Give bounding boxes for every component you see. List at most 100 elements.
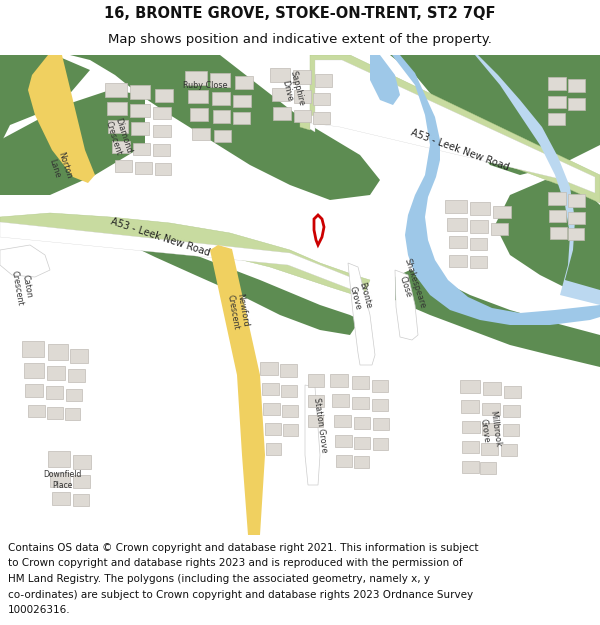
Text: Bronte
Grove: Bronte Grove — [347, 281, 373, 312]
Bar — [330, 374, 348, 387]
Bar — [568, 228, 584, 240]
Bar — [460, 380, 480, 393]
Bar — [280, 364, 297, 377]
Bar — [568, 98, 585, 110]
Bar — [130, 104, 150, 117]
Bar — [313, 93, 330, 105]
Bar — [70, 349, 88, 363]
Bar — [548, 96, 566, 108]
Bar — [188, 90, 208, 103]
Polygon shape — [395, 270, 600, 367]
Bar — [503, 405, 520, 417]
Bar — [133, 143, 150, 155]
Bar — [73, 494, 89, 506]
Polygon shape — [300, 55, 600, 203]
Bar — [491, 223, 508, 235]
Polygon shape — [210, 245, 265, 535]
Bar — [155, 163, 171, 175]
Bar — [73, 475, 90, 488]
Bar — [503, 424, 519, 436]
Bar — [48, 451, 70, 467]
Text: to Crown copyright and database rights 2023 and is reproduced with the permissio: to Crown copyright and database rights 2… — [8, 559, 463, 569]
Bar — [107, 102, 127, 115]
Polygon shape — [395, 270, 418, 340]
Bar — [281, 385, 297, 397]
Bar — [65, 408, 80, 420]
Bar — [68, 369, 85, 382]
Text: A53 - Leek New Road: A53 - Leek New Road — [109, 216, 211, 258]
Bar — [481, 443, 498, 455]
Bar — [470, 238, 487, 250]
Bar — [352, 376, 369, 389]
Bar — [190, 108, 208, 121]
Bar — [66, 389, 82, 401]
Bar — [470, 256, 487, 268]
Bar — [265, 423, 281, 435]
Bar — [336, 455, 352, 467]
Bar — [461, 400, 479, 413]
Bar — [294, 90, 311, 103]
Bar — [334, 415, 351, 427]
Bar — [568, 194, 585, 207]
Text: co-ordinates) are subject to Crown copyright and database rights 2023 Ordnance S: co-ordinates) are subject to Crown copyr… — [8, 589, 473, 599]
Bar — [293, 70, 311, 84]
Bar — [266, 443, 281, 455]
Bar — [568, 212, 585, 224]
Bar — [462, 421, 480, 433]
Bar — [153, 144, 170, 156]
Text: 16, BRONTE GROVE, STOKE-ON-TRENT, ST2 7QF: 16, BRONTE GROVE, STOKE-ON-TRENT, ST2 7Q… — [104, 6, 496, 21]
Polygon shape — [0, 222, 365, 292]
Bar — [283, 424, 298, 436]
Bar — [212, 92, 230, 105]
Bar — [153, 125, 171, 137]
Bar — [22, 341, 44, 357]
Polygon shape — [0, 245, 50, 277]
Bar — [308, 415, 323, 427]
Bar — [313, 112, 330, 124]
Bar — [549, 210, 566, 222]
Bar — [449, 255, 467, 267]
Bar — [47, 407, 63, 419]
Text: Norton
Lane: Norton Lane — [47, 151, 73, 183]
Bar — [260, 362, 278, 375]
Polygon shape — [310, 60, 595, 193]
Bar — [373, 418, 389, 430]
Bar — [354, 456, 369, 468]
Text: Newford
Crescent: Newford Crescent — [226, 292, 251, 330]
Bar — [294, 110, 311, 122]
Bar — [445, 200, 467, 213]
Bar — [548, 113, 565, 125]
Bar — [335, 435, 352, 447]
Bar — [447, 218, 467, 231]
Bar — [233, 112, 250, 124]
Bar — [272, 88, 290, 101]
Bar — [372, 399, 388, 411]
Polygon shape — [305, 385, 320, 485]
Bar — [470, 220, 488, 233]
Bar — [24, 363, 44, 378]
Bar — [213, 110, 230, 123]
Bar — [504, 386, 521, 398]
Text: Diamond
Crescent: Diamond Crescent — [103, 117, 133, 158]
Bar — [308, 374, 324, 387]
Bar — [315, 74, 332, 87]
Polygon shape — [378, 55, 600, 325]
Bar — [155, 89, 173, 102]
Bar — [354, 437, 370, 449]
Bar — [548, 192, 566, 205]
Bar — [308, 395, 324, 407]
Bar — [482, 403, 500, 415]
Bar — [50, 473, 70, 487]
Text: Ruby Close: Ruby Close — [183, 81, 227, 89]
Bar — [372, 380, 388, 392]
Bar — [233, 95, 251, 107]
Bar — [273, 107, 291, 120]
Text: Sapphire
Drive: Sapphire Drive — [278, 70, 306, 110]
Bar — [282, 405, 298, 417]
Bar — [210, 73, 230, 87]
Bar — [47, 366, 65, 380]
Polygon shape — [0, 55, 90, 145]
Bar — [462, 461, 479, 473]
Text: Station Grove: Station Grove — [311, 397, 328, 453]
Bar — [462, 441, 479, 453]
